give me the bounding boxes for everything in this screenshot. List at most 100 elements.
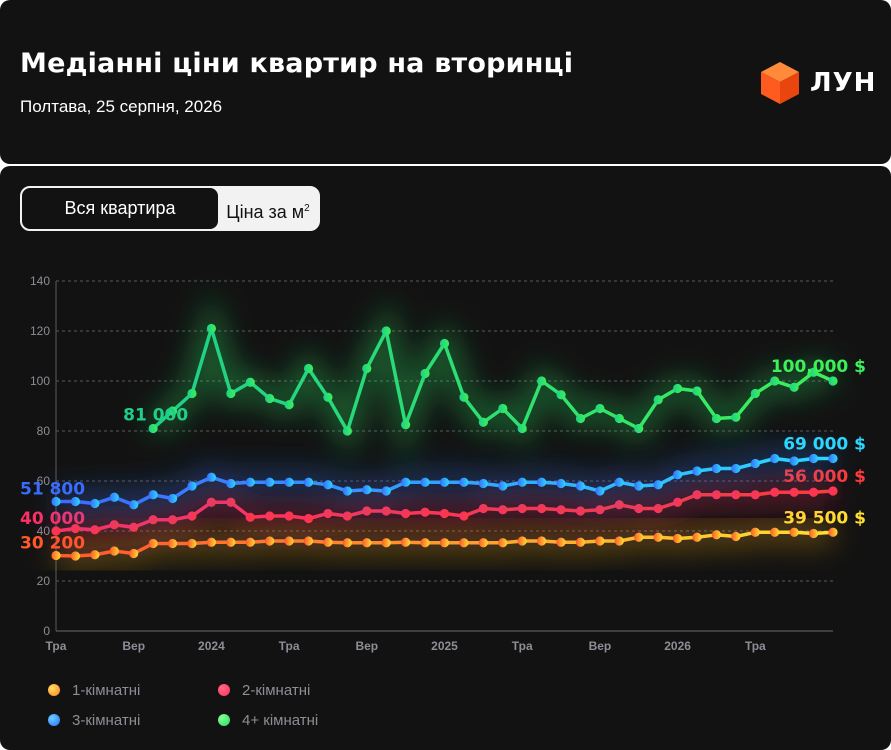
toggle-price-per-m2-button[interactable]: Ціна за м2 xyxy=(218,188,318,229)
data-point xyxy=(265,511,275,521)
data-point xyxy=(459,511,469,521)
y-tick-label: 140 xyxy=(30,274,50,288)
data-point xyxy=(711,490,722,500)
data-point xyxy=(167,515,178,525)
data-point xyxy=(653,503,663,514)
data-point xyxy=(206,537,216,547)
data-point xyxy=(537,376,547,386)
y-tick-label: 120 xyxy=(30,324,50,338)
legend-item-4plus-room[interactable]: 4+ кімнатні xyxy=(218,711,318,729)
legend-label: 1-кімнатні xyxy=(72,681,141,699)
toggle-price-per-m2-sup: 2 xyxy=(304,203,310,214)
data-point xyxy=(148,515,158,525)
data-point xyxy=(265,477,275,487)
legend-item-2-room[interactable]: 2-кімнатні xyxy=(218,681,310,699)
data-point xyxy=(711,530,722,540)
data-point xyxy=(517,503,527,514)
data-point xyxy=(750,458,760,469)
chart-card: Вся квартира Ціна за м2 0 20 40 60 80 100 120 1… xyxy=(0,166,891,750)
data-point xyxy=(595,505,605,515)
data-point xyxy=(614,500,624,510)
data-point xyxy=(808,487,819,497)
data-point xyxy=(323,480,333,490)
data-point xyxy=(381,538,391,548)
data-point xyxy=(808,453,819,464)
data-point xyxy=(303,513,314,524)
data-point xyxy=(206,497,216,507)
series-start-label: 51 800 xyxy=(20,480,85,500)
data-point xyxy=(828,453,838,464)
data-point xyxy=(381,486,391,496)
data-point xyxy=(498,403,508,414)
data-point xyxy=(129,522,139,532)
cube-logo-icon xyxy=(761,62,799,104)
data-point xyxy=(206,472,216,482)
data-point xyxy=(109,546,119,556)
series-start-label: 40 000 xyxy=(20,509,85,529)
series-end-label: 56 000 $ xyxy=(783,467,866,487)
data-point xyxy=(226,388,236,399)
data-point xyxy=(828,527,838,537)
data-point xyxy=(692,466,702,476)
data-point xyxy=(750,388,760,399)
data-point xyxy=(109,520,119,530)
x-tick-label: Тра xyxy=(46,639,67,653)
data-point xyxy=(70,551,81,561)
data-point xyxy=(362,485,372,495)
data-point xyxy=(789,382,799,392)
data-point xyxy=(517,536,527,546)
data-point xyxy=(498,505,508,515)
data-point xyxy=(362,506,372,516)
data-point xyxy=(731,490,741,500)
data-point xyxy=(634,423,644,434)
legend-dot-icon xyxy=(48,714,60,726)
data-point xyxy=(498,538,508,548)
data-point xyxy=(226,537,236,547)
series-end-label: 39 500 $ xyxy=(783,508,866,528)
data-point xyxy=(284,477,294,487)
x-tick-label: Вер xyxy=(355,639,378,653)
data-point xyxy=(575,506,586,516)
data-point xyxy=(673,497,683,507)
data-point xyxy=(537,477,547,487)
data-point xyxy=(90,550,100,560)
data-point xyxy=(342,538,352,548)
brand-name: ЛУН xyxy=(810,68,877,98)
data-point xyxy=(595,403,605,414)
data-point xyxy=(673,383,683,394)
x-tick-label: Тра xyxy=(279,639,300,653)
data-point xyxy=(90,525,100,535)
data-point xyxy=(770,376,780,386)
data-point xyxy=(653,395,663,405)
data-point xyxy=(51,526,61,536)
x-tick-label: Вер xyxy=(122,639,145,653)
data-point xyxy=(323,392,333,402)
data-point xyxy=(226,497,236,507)
brand-logo[interactable]: ЛУН xyxy=(760,60,876,106)
data-point xyxy=(187,481,197,491)
data-point xyxy=(420,507,430,517)
data-point xyxy=(381,326,391,336)
data-point xyxy=(109,492,119,502)
data-point xyxy=(634,532,644,542)
data-point xyxy=(498,481,508,491)
data-point xyxy=(789,487,799,497)
legend-item-3-room[interactable]: 3-кімнатні xyxy=(48,711,140,729)
y-tick-label: 0 xyxy=(43,624,50,638)
toggle-whole-apartment-button[interactable]: Вся квартира xyxy=(22,188,218,229)
data-point xyxy=(653,480,663,490)
series-end-label: 100,000 $ xyxy=(771,357,866,377)
data-point xyxy=(342,511,352,521)
x-tick-label: 2025 xyxy=(431,639,458,653)
data-point xyxy=(148,490,158,500)
data-point xyxy=(245,377,255,387)
legend-item-1-room[interactable]: 1-кімнатні xyxy=(48,681,140,699)
price-mode-toggle: Вся квартира Ціна за м2 xyxy=(20,186,320,231)
data-point xyxy=(381,506,391,516)
data-point xyxy=(401,477,411,487)
data-point xyxy=(614,536,624,546)
data-point xyxy=(303,477,314,487)
series-end-label: 69 000 $ xyxy=(783,435,866,455)
y-tick-label: 60 xyxy=(37,474,51,488)
data-point xyxy=(284,400,294,410)
